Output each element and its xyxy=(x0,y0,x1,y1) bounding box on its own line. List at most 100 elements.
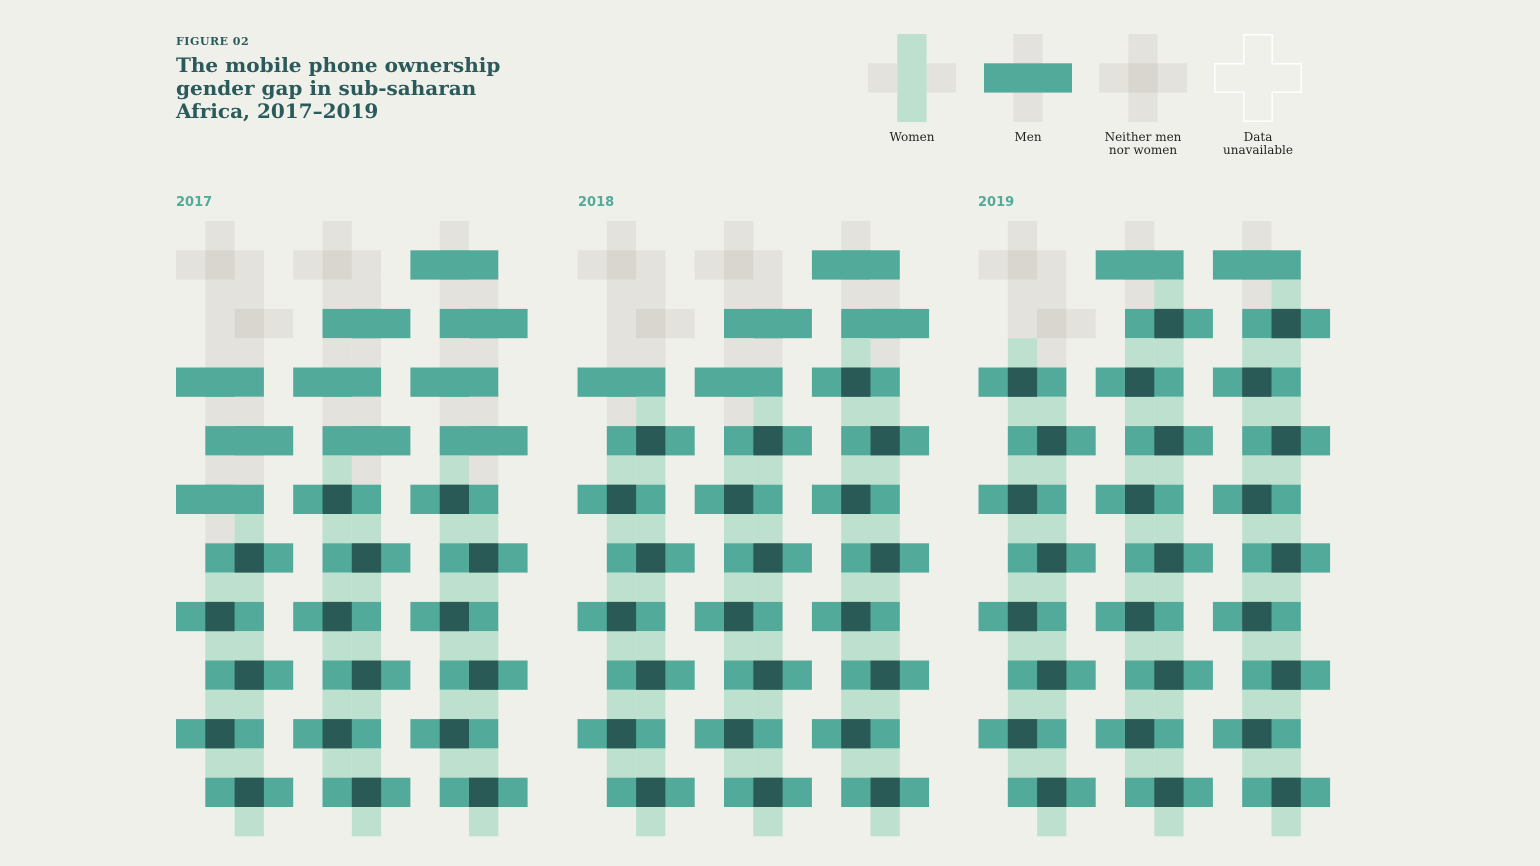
country-glyph-both xyxy=(841,514,930,602)
country-glyph-both xyxy=(1242,279,1331,368)
country-glyph-both xyxy=(841,748,930,837)
country-glyph-both xyxy=(724,631,812,720)
glyph-center xyxy=(724,367,754,397)
country-glyph-both xyxy=(1125,748,1213,837)
glyph-center xyxy=(1037,543,1067,573)
country-glyph-both xyxy=(439,514,528,602)
country-glyph-both xyxy=(811,689,900,778)
country-glyph-both xyxy=(1007,748,1096,837)
country-glyph-both xyxy=(978,689,1067,778)
legend-label-neither: Neither men nor women xyxy=(1104,130,1182,157)
country-glyph-both xyxy=(439,748,528,837)
country-glyph-both xyxy=(1212,455,1301,544)
glyph-center xyxy=(841,719,871,749)
country-glyph-both xyxy=(1242,396,1331,485)
legend-label-men: Men xyxy=(1014,130,1042,144)
glyph-center xyxy=(234,660,264,690)
glyph-center xyxy=(1125,719,1155,749)
glyph-center xyxy=(351,543,382,573)
glyph-center xyxy=(1271,308,1301,339)
country-glyph-neither xyxy=(205,279,294,368)
country-glyph-both xyxy=(841,631,930,720)
country-glyph-both xyxy=(811,455,900,544)
glyph-center xyxy=(753,660,783,690)
country-glyph-men xyxy=(724,279,812,368)
country-glyph-both xyxy=(1007,631,1096,720)
country-glyph-both xyxy=(811,572,900,661)
glyph-center xyxy=(234,777,264,807)
country-glyph-both xyxy=(293,572,382,661)
glyph-center xyxy=(1037,777,1067,807)
legend-label-unavailable: Data unavailable xyxy=(1223,130,1293,157)
country-glyph-both xyxy=(1125,279,1213,368)
country-glyph-both xyxy=(322,631,411,720)
country-glyph-both xyxy=(293,689,382,778)
glyph-center xyxy=(870,777,900,807)
country-glyph-men xyxy=(811,221,900,309)
glyph-center xyxy=(753,543,783,573)
glyph-center xyxy=(469,426,499,456)
glyph-center xyxy=(1007,484,1038,514)
country-glyph-both xyxy=(176,572,264,661)
glyph-center xyxy=(234,308,264,339)
country-glyph-both xyxy=(1125,514,1213,602)
glyph-center xyxy=(870,543,900,573)
glyph-center xyxy=(205,484,235,514)
glyph-center xyxy=(724,250,754,280)
year-label-2017: 2017 xyxy=(176,195,213,210)
glyph-center xyxy=(841,601,871,632)
country-glyph-both xyxy=(694,689,783,778)
panel-2018 xyxy=(577,221,930,837)
legend-item-men: Men xyxy=(984,34,1072,144)
glyph-center xyxy=(469,308,499,339)
glyph-center xyxy=(724,601,754,632)
glyph-center xyxy=(1154,543,1184,573)
glyph-center xyxy=(469,660,499,690)
glyph-center xyxy=(841,367,871,397)
country-glyph-both xyxy=(978,455,1067,544)
glyph-center xyxy=(1037,660,1067,690)
legend-label-women: Women xyxy=(889,130,935,144)
glyph-center xyxy=(351,426,382,456)
country-glyph-both xyxy=(1125,396,1213,485)
glyph-center xyxy=(205,719,235,749)
country-glyph-both xyxy=(1212,572,1301,661)
glyph-center xyxy=(1037,308,1067,339)
glyph-center xyxy=(439,601,469,632)
panel-2017 xyxy=(176,221,528,837)
glyph-center xyxy=(351,660,382,690)
glyph-center xyxy=(469,543,499,573)
glyph-center xyxy=(1242,719,1272,749)
year-label-2019: 2019 xyxy=(978,195,1015,210)
country-glyph-both xyxy=(1212,689,1301,778)
country-glyph-both xyxy=(1242,748,1331,837)
glyph-center xyxy=(1125,250,1155,280)
glyph-center xyxy=(1125,601,1155,632)
country-glyph-men xyxy=(322,279,411,368)
glyph-center xyxy=(351,308,382,339)
country-glyph-men xyxy=(176,455,264,544)
glyph-center xyxy=(870,660,900,690)
glyph-center xyxy=(1154,308,1184,339)
legend-item-unavailable: Data unavailable xyxy=(1214,34,1302,157)
glyph-center xyxy=(322,250,352,280)
legend-women-swatch xyxy=(868,34,956,122)
glyph-center xyxy=(439,367,469,397)
glyph-center xyxy=(636,660,666,690)
country-glyph-neither xyxy=(694,221,783,309)
country-glyph-men xyxy=(1095,221,1184,309)
country-glyph-both xyxy=(978,338,1067,427)
glyph-center xyxy=(234,426,264,456)
glyph-center xyxy=(636,543,666,573)
country-glyph-men xyxy=(439,279,528,368)
country-glyph-both xyxy=(606,631,695,720)
country-glyph-men xyxy=(410,338,499,427)
glyph-center xyxy=(205,367,235,397)
country-glyph-both xyxy=(606,514,695,602)
glyph-center xyxy=(1242,601,1272,632)
country-glyph-neither xyxy=(176,221,264,309)
legend-neither-swatch xyxy=(1099,34,1187,122)
glyph-center xyxy=(322,367,352,397)
country-glyph-both xyxy=(205,631,294,720)
